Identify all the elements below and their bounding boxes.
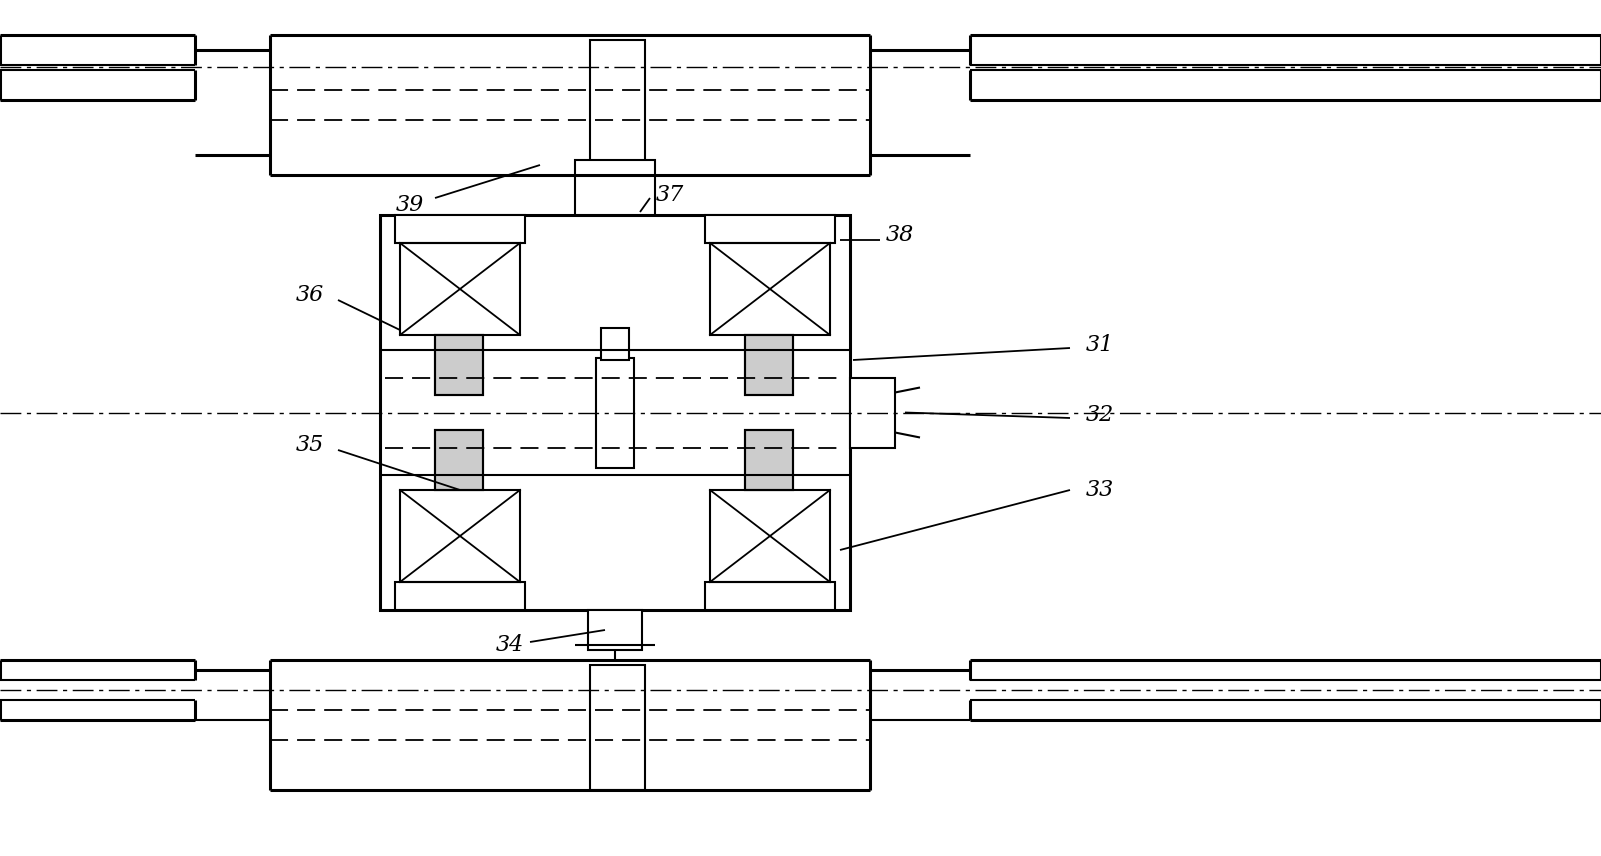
Bar xyxy=(400,243,520,335)
Text: 34: 34 xyxy=(496,634,524,656)
Bar xyxy=(704,582,836,610)
Text: 32: 32 xyxy=(1085,404,1114,426)
Bar xyxy=(588,610,642,650)
Text: 39: 39 xyxy=(395,194,424,216)
Bar xyxy=(395,215,525,243)
Bar xyxy=(400,490,520,582)
Text: 36: 36 xyxy=(296,284,323,306)
Bar xyxy=(379,215,850,610)
Bar xyxy=(591,665,645,790)
Bar xyxy=(744,335,792,395)
Bar xyxy=(744,335,792,395)
Bar xyxy=(591,40,645,175)
Bar xyxy=(744,430,792,490)
Text: 35: 35 xyxy=(296,434,323,456)
Bar xyxy=(850,377,895,448)
Bar xyxy=(709,243,829,335)
Bar xyxy=(575,160,655,215)
Bar xyxy=(600,328,629,360)
Text: 31: 31 xyxy=(1085,334,1114,356)
Bar xyxy=(435,430,484,490)
Text: 37: 37 xyxy=(656,184,684,206)
Bar xyxy=(744,430,792,490)
Text: 38: 38 xyxy=(885,224,914,246)
Bar xyxy=(709,490,829,582)
Bar xyxy=(704,215,836,243)
Bar xyxy=(435,335,484,395)
Bar xyxy=(435,335,484,395)
Bar xyxy=(395,582,525,610)
Bar xyxy=(596,358,634,467)
Bar xyxy=(435,430,484,490)
Text: 33: 33 xyxy=(1085,479,1114,501)
